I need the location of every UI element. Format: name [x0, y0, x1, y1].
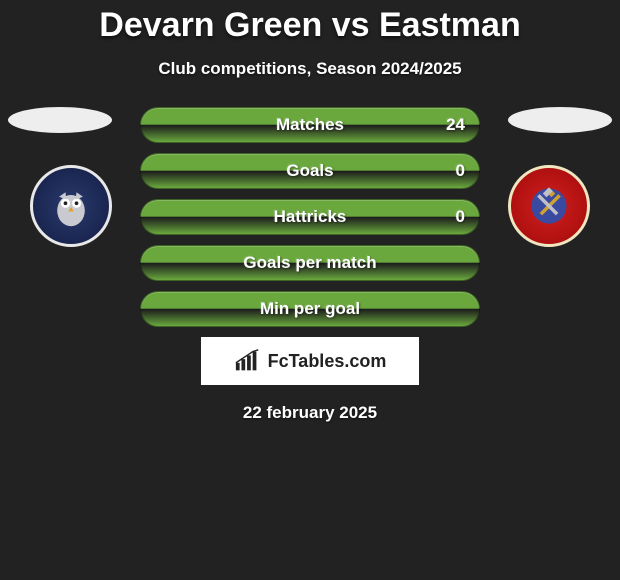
- team-crest-right: [508, 165, 590, 247]
- player-silhouette-left: [8, 107, 112, 133]
- stat-value-right: 0: [456, 207, 465, 227]
- date-text: 22 february 2025: [0, 403, 620, 423]
- stat-label: Hattricks: [274, 207, 347, 227]
- stat-bar: Goals per match: [140, 245, 480, 281]
- subtitle: Club competitions, Season 2024/2025: [0, 59, 620, 79]
- stat-label: Matches: [276, 115, 344, 135]
- team-crest-left: [30, 165, 112, 247]
- page-title: Devarn Green vs Eastman: [0, 0, 620, 45]
- stat-bar: Hattricks 0: [140, 199, 480, 235]
- stat-bars: Matches 24 Goals 0 Hattricks 0 Goals per match…: [140, 107, 480, 327]
- player-silhouette-right: [508, 107, 612, 133]
- stat-bar: Matches 24: [140, 107, 480, 143]
- stat-label: Min per goal: [260, 299, 360, 319]
- brand-text: FcTables.com: [268, 351, 387, 372]
- stat-value-right: 24: [446, 115, 465, 135]
- brand-box: FcTables.com: [201, 337, 419, 385]
- stat-bar: Min per goal: [140, 291, 480, 327]
- stat-label: Goals: [286, 161, 333, 181]
- stat-label: Goals per match: [243, 253, 376, 273]
- stat-value-right: 0: [456, 161, 465, 181]
- chart-icon: [234, 349, 262, 373]
- owl-icon: [48, 183, 94, 229]
- stat-bar: Goals 0: [140, 153, 480, 189]
- crossed-tools-icon: [527, 184, 571, 228]
- comparison-area: Matches 24 Goals 0 Hattricks 0 Goals per match…: [0, 107, 620, 423]
